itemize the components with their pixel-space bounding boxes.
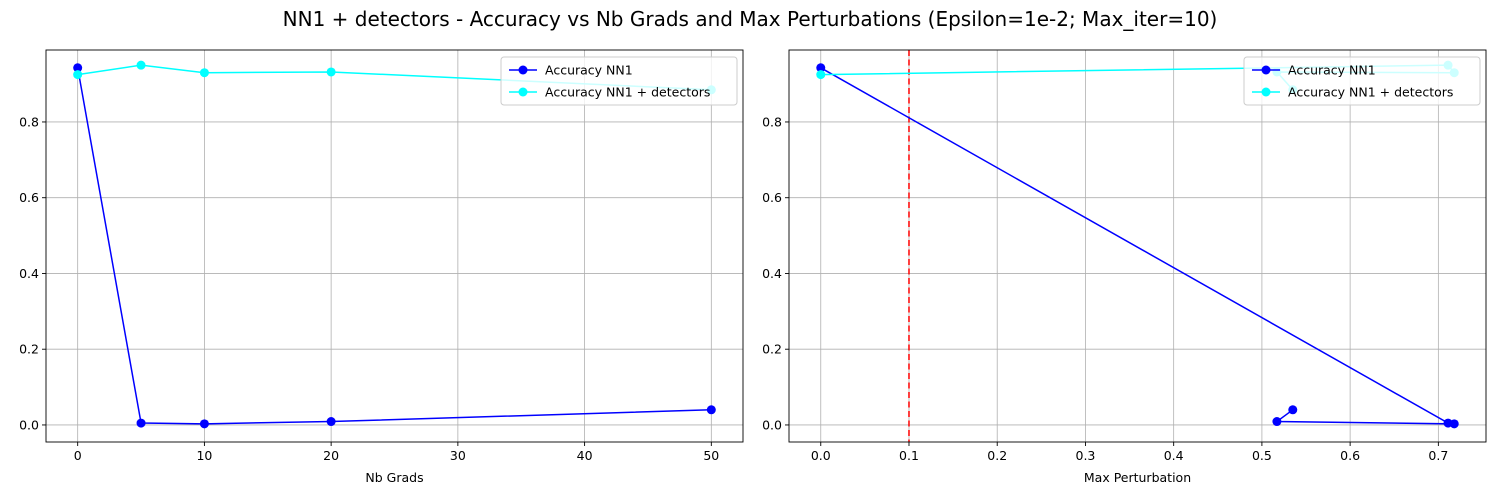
x-tick-label: 0.6 — [1340, 448, 1360, 463]
x-tick-label: 0.5 — [1252, 448, 1272, 463]
y-tick-label: 0.6 — [19, 190, 39, 205]
x-tick-label: 0.1 — [899, 448, 919, 463]
legend-box — [1243, 56, 1481, 106]
y-tick-label: 0.8 — [762, 114, 782, 129]
legend-label: Accuracy NN1 — [1288, 63, 1376, 78]
data-point-accuracy-nn1-detectors — [816, 70, 826, 80]
x-tick-label: 0 — [74, 448, 82, 463]
x-tick-label: 0.4 — [1164, 448, 1184, 463]
data-point-accuracy-nn1 — [73, 63, 83, 73]
x-tick-label: 0.7 — [1428, 448, 1448, 463]
y-tick-label: 0.4 — [762, 266, 782, 281]
axes-frame — [788, 49, 1487, 443]
x-tick-label: 0.2 — [987, 448, 1007, 463]
data-point-accuracy-nn1 — [136, 418, 146, 428]
axes-frame — [45, 49, 744, 443]
legend-label: Accuracy NN1 + detectors — [1288, 85, 1453, 100]
data-point-accuracy-nn1 — [326, 417, 336, 427]
y-tick-label: 0.2 — [19, 342, 39, 357]
data-point-accuracy-nn1-detectors — [199, 68, 209, 78]
x-axis-label: Nb Grads — [365, 470, 423, 485]
legend-label: Accuracy NN1 — [545, 63, 633, 78]
data-point-accuracy-nn1 — [1449, 419, 1459, 429]
x-tick-label: 50 — [703, 448, 719, 463]
data-point-accuracy-nn1-detectors — [136, 60, 146, 70]
data-point-accuracy-nn1 — [199, 419, 209, 429]
x-tick-label: 40 — [577, 448, 593, 463]
y-tick-label: 0.6 — [762, 190, 782, 205]
data-point-accuracy-nn1 — [1272, 417, 1282, 427]
figure-title: NN1 + detectors - Accuracy vs Nb Grads a… — [283, 7, 1218, 31]
y-tick-label: 0.8 — [19, 114, 39, 129]
y-tick-label: 0.0 — [762, 417, 782, 432]
y-tick-label: 0.0 — [19, 417, 39, 432]
legend: Accuracy NN1 Accuracy NN1 + detectors — [500, 56, 738, 106]
legend: Accuracy NN1 Accuracy NN1 + detectors — [1243, 56, 1481, 106]
right-plot-accuracy-vs-max-perturbation: 0.0 0.1 0.2 0.3 0.4 0.5 0.6 0.7 0.0 0.2 0.4 0.6 0.8 M… — [762, 49, 1487, 485]
x-tick-label: 0.0 — [811, 448, 831, 463]
x-tick-label: 0.3 — [1076, 448, 1096, 463]
x-tick-label: 10 — [196, 448, 212, 463]
data-point-accuracy-nn1-detectors — [73, 70, 83, 80]
x-tick-label: 30 — [450, 448, 466, 463]
x-axis-label: Max Perturbation — [1084, 470, 1191, 485]
legend-marker — [1261, 65, 1271, 75]
legend-label: Accuracy NN1 + detectors — [545, 85, 710, 100]
y-tick-label: 0.4 — [19, 266, 39, 281]
legend-box — [500, 56, 738, 106]
data-point-accuracy-nn1 — [1288, 405, 1298, 415]
legend-marker — [518, 87, 528, 97]
data-point-accuracy-nn1-detectors — [326, 67, 336, 77]
left-plot-accuracy-vs-nb-grads: 0 10 20 30 40 50 0.0 0.2 0.4 0.6 0.8 Nb Grads Accura… — [19, 49, 744, 485]
data-point-accuracy-nn1 — [706, 405, 716, 415]
data-point-accuracy-nn1 — [816, 63, 826, 73]
legend-marker — [518, 65, 528, 75]
legend-marker — [1261, 87, 1271, 97]
y-tick-label: 0.2 — [762, 342, 782, 357]
x-tick-label: 20 — [323, 448, 339, 463]
